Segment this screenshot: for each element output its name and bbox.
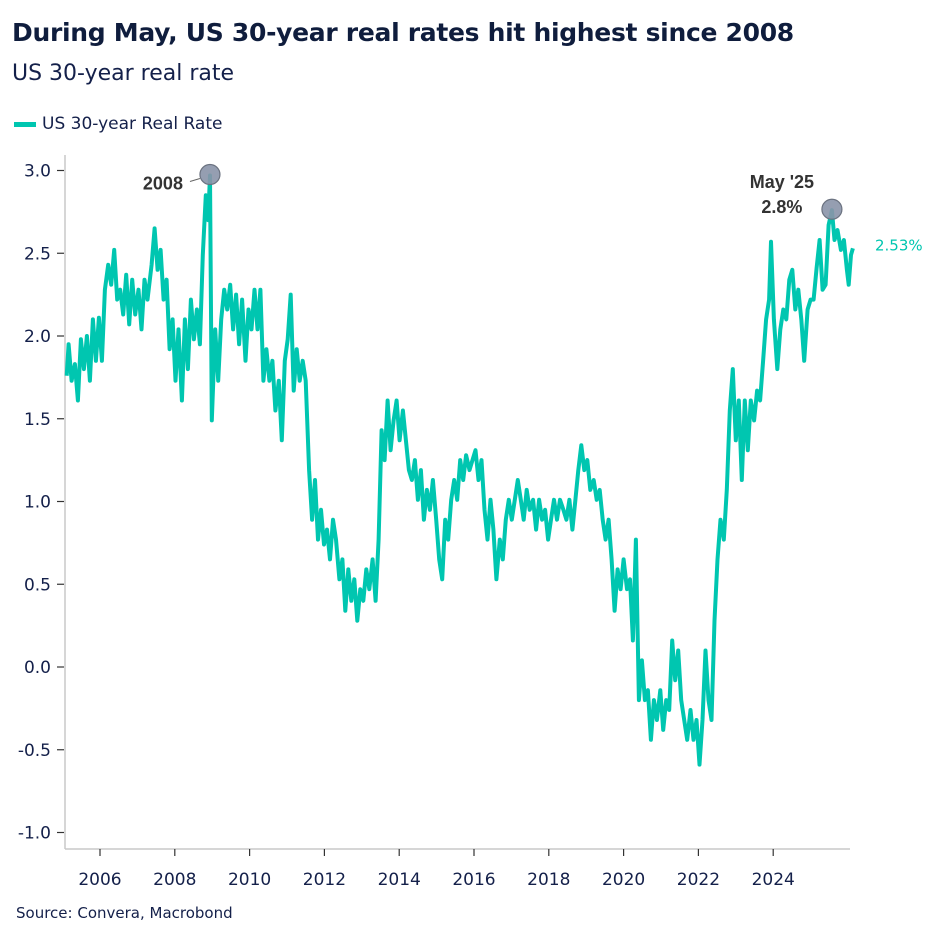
y-tick-label: 2.5 (24, 244, 51, 264)
x-tick-label: 2012 (303, 870, 346, 890)
series-line-us-30y-real-rate (64, 173, 855, 767)
peak-marker-may-25 (821, 198, 843, 220)
x-tick-label: 2022 (677, 870, 720, 890)
annotation-label-may-25: May '25 (750, 172, 814, 192)
y-tick-label: 1.0 (24, 493, 51, 513)
x-tick-label: 2024 (752, 870, 795, 890)
x-tick-label: 2018 (527, 870, 570, 890)
legend-swatch (14, 121, 36, 127)
y-tick-label: 3.0 (24, 162, 51, 182)
annotation-label-2008: 2008 (143, 173, 183, 193)
peak-marker-2008 (199, 163, 221, 186)
x-tick-label: 2014 (378, 870, 421, 890)
x-tick-label: 2010 (228, 870, 271, 890)
annotation-connector (189, 177, 201, 182)
y-tick-label: 2.0 (24, 327, 51, 347)
annotation-value-may-25: 2.8% (761, 197, 802, 217)
x-tick-label: 2008 (153, 870, 196, 890)
last-value-label: 2.53% (875, 236, 923, 254)
y-tick-label: -1.0 (18, 824, 51, 844)
x-tick-label: 2016 (452, 870, 495, 890)
y-tick-label: 0.5 (24, 575, 51, 595)
legend-label: US 30-year Real Rate (42, 114, 223, 134)
legend: US 30-year Real Rate (14, 114, 222, 134)
y-tick-label: -0.5 (18, 741, 51, 761)
chart-subtitle: US 30-year real rate (12, 61, 235, 86)
x-tick-label: 2006 (78, 870, 121, 890)
y-tick-label: 0.0 (24, 658, 51, 678)
chart-title: During May, US 30-year real rates hit hi… (12, 18, 794, 47)
x-tick-label: 2020 (602, 870, 645, 890)
source-note: Source: Convera, Macrobond (16, 904, 233, 922)
y-tick-label: 1.5 (24, 410, 51, 430)
